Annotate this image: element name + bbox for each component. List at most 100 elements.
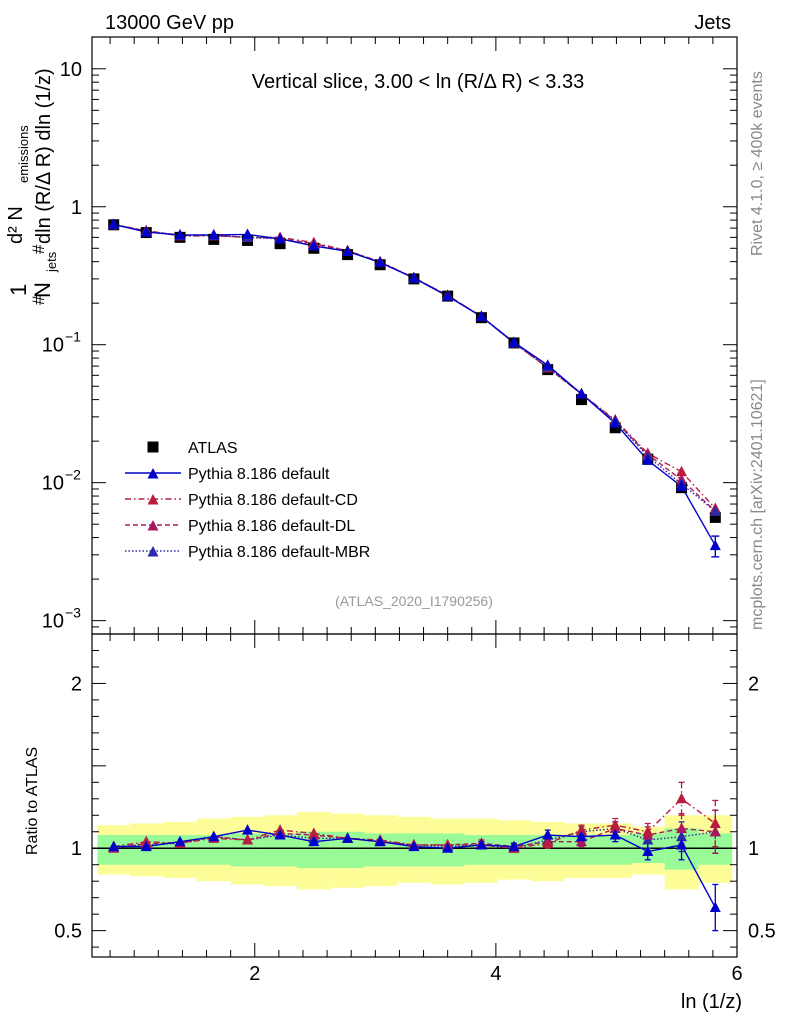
mc-point — [174, 228, 186, 240]
mc-point — [676, 465, 688, 477]
ratio-point — [508, 840, 520, 852]
x-tick-label: 2 — [249, 963, 260, 985]
site-label: mcplots.cern.ch [arXiv:2401.10621] — [749, 379, 766, 630]
ratio-point — [676, 838, 688, 850]
mc-point — [140, 226, 152, 237]
ratio-point — [208, 830, 220, 842]
atlas-point — [709, 511, 721, 523]
legend-marker — [147, 546, 159, 557]
atlas-point — [575, 394, 587, 406]
ratio-point — [542, 829, 554, 840]
ratio-point — [475, 838, 487, 850]
chart-title: Vertical slice, 3.00 < ln (R/Δ R) < 3.33 — [252, 71, 584, 93]
legend-label: Pythia 8.186 default-DL — [188, 518, 355, 535]
mc-point — [442, 290, 454, 301]
atlas-point — [274, 238, 286, 250]
ratio-point — [709, 825, 721, 837]
legend: ATLAS Pythia 8.186 default Pythia 8.186 de… — [125, 440, 370, 561]
mc-point — [575, 387, 587, 399]
y-tick-label: 10 — [42, 611, 64, 633]
mc-point — [508, 336, 520, 347]
analysis-id: (ATLAS_2020_I1790256) — [335, 593, 493, 609]
mc-point — [408, 271, 420, 283]
svg-text:#: # — [29, 244, 48, 254]
x-tick-label: 6 — [731, 963, 742, 985]
ratio-y-tick-label-right: 1 — [748, 838, 759, 860]
ratio-point — [676, 822, 688, 833]
ratio-y-tick-label-right: 2 — [748, 673, 759, 695]
bottom-frame — [91, 633, 738, 958]
ratio-point — [642, 825, 654, 837]
ratio-point — [108, 840, 120, 852]
mc-point — [642, 454, 654, 465]
y-tick-label: 10 — [60, 59, 82, 81]
svg-text:jets: jets — [44, 251, 59, 273]
ratio-y-tick-label: 1 — [71, 838, 82, 860]
bottom-panel-series — [108, 781, 721, 932]
mc-point — [374, 256, 386, 267]
svg-text:1: 1 — [6, 284, 31, 296]
ratio-point — [308, 835, 320, 847]
ratio-point — [342, 832, 354, 843]
legend-label: Pythia 8.186 default-CD — [188, 492, 358, 509]
svg-text:emissions: emissions — [16, 125, 31, 183]
legend-marker — [147, 494, 159, 505]
top-y-axis-label: # 1 N jets # d² N emissions dln (R/Δ R) … — [5, 68, 59, 305]
y-tick-label: 1 — [71, 197, 82, 219]
ratio-y-axis-label: Ratio to ATLAS — [24, 747, 41, 855]
ratio-point — [274, 829, 286, 840]
mc-point — [709, 505, 721, 516]
mc-point — [676, 480, 688, 491]
ratio-point — [374, 835, 386, 847]
mc-point — [308, 239, 320, 251]
ratio-point — [542, 837, 554, 848]
mc-point — [542, 359, 554, 370]
y-tick-exponent: −3 — [65, 605, 81, 621]
mc-point — [108, 218, 120, 229]
legend-label: Pythia 8.186 default-MBR — [188, 544, 370, 561]
legend-marker — [147, 520, 159, 531]
x-axis-label: ln (1/z) — [681, 991, 742, 1013]
y-tick-label: 10 — [42, 473, 64, 495]
x-tick-label: 4 — [490, 963, 501, 985]
bottom-panel-axes: 2 4 6 2 2 1 1 0.5 0.5 — [54, 633, 776, 985]
legend-label: ATLAS — [188, 440, 238, 457]
ratio-point — [174, 835, 186, 847]
mc-point — [342, 245, 354, 256]
ratio-point — [575, 824, 587, 835]
ratio-point — [642, 845, 654, 857]
mc-point — [709, 539, 721, 551]
mc-point — [609, 417, 621, 428]
ratio-point — [242, 833, 254, 845]
ratio-point — [676, 830, 688, 842]
legend-marker-atlas — [147, 441, 159, 453]
ratio-point — [609, 829, 621, 840]
ratio-y-tick-label-right: 0.5 — [748, 921, 776, 943]
svg-text:dln (R/Δ R) dln (1/z): dln (R/Δ R) dln (1/z) — [33, 68, 55, 244]
ratio-point — [408, 840, 420, 852]
mc-point — [242, 228, 254, 239]
ratio-point — [709, 817, 721, 829]
ratio-point — [442, 842, 454, 853]
mc-point — [274, 232, 286, 244]
rivet-label: Rivet 4.1.0, ≥ 400k events — [749, 71, 766, 256]
svg-text:#: # — [29, 295, 48, 305]
atlas-point — [609, 422, 621, 434]
ratio-point — [242, 824, 254, 835]
svg-text:N: N — [30, 282, 55, 298]
ratio-y-tick-label: 2 — [71, 673, 82, 695]
ratio-point — [609, 819, 621, 830]
mc-point — [208, 228, 220, 240]
category-label: Jets — [694, 12, 731, 34]
top-panel-series — [108, 218, 721, 558]
ratio-point — [140, 840, 152, 852]
ratio-point — [308, 827, 320, 838]
y-tick-exponent: −1 — [65, 329, 81, 345]
y-tick-exponent: −2 — [65, 467, 81, 483]
ratio-point — [575, 830, 587, 842]
energy-label: 13000 GeV pp — [105, 12, 234, 34]
ratio-point — [676, 792, 688, 804]
y-tick-label: 10 — [42, 335, 64, 357]
